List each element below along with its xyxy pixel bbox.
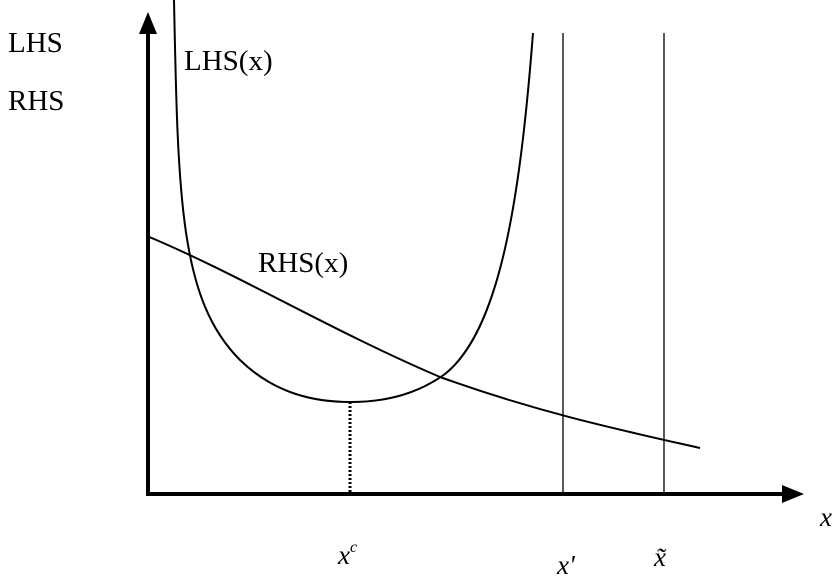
y-axis-arrowhead <box>139 12 157 34</box>
xc-base: x <box>337 540 350 570</box>
y-label-rhs: RHS <box>8 85 64 117</box>
xc-marker-label: xc <box>337 539 357 570</box>
xprime-marker-label: x' <box>556 550 576 578</box>
x-axis-label: x <box>819 502 832 532</box>
y-label-lhs: LHS <box>8 27 63 59</box>
rhs-curve <box>146 235 701 449</box>
xtilde-marker-label: x̃ <box>653 542 667 572</box>
x-axis-arrowhead <box>782 485 804 503</box>
lhs-curve-label: LHS(x) <box>184 45 273 77</box>
xc-sup: c <box>350 539 357 556</box>
rhs-curve-label: RHS(x) <box>258 247 348 279</box>
